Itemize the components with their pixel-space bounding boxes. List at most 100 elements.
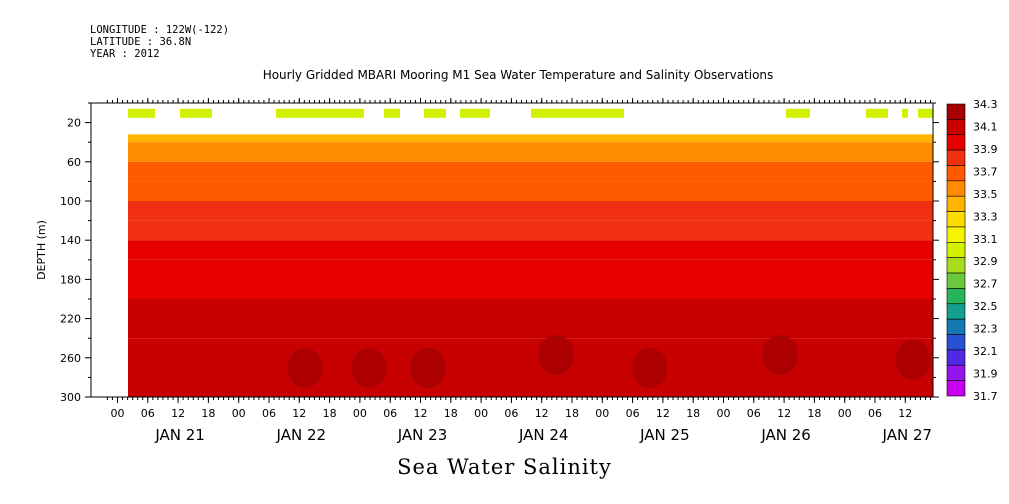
surface-observation-segment (128, 108, 155, 118)
variable-title: Sea Water Salinity (397, 455, 612, 479)
colorbar-label: 32.1 (973, 345, 998, 358)
deep-salinity-core (895, 340, 931, 380)
salinity-band-80m (128, 161, 933, 182)
colorbar-swatch (946, 272, 966, 289)
surface-observation-segment (531, 108, 624, 118)
deep-salinity-core (632, 348, 668, 388)
colorbar-label: 32.5 (973, 300, 998, 313)
colorbar-swatch (946, 119, 966, 136)
axes: 00 06 12 18 00 06 12 18 00 06 12 18 00 06 12 18 00 06 12 18… (60, 98, 939, 444)
x-tick-label: 06 (383, 407, 397, 420)
x-tick-label: 12 (656, 407, 670, 420)
x-tick-label: 00 (595, 407, 609, 420)
colorbar-swatch (946, 364, 966, 381)
x-tick-label: 12 (535, 407, 549, 420)
surface-observation-segment (424, 108, 446, 118)
colorbar-label: 33.7 (973, 165, 998, 178)
salinity-band-40m (128, 134, 933, 143)
x-tick-label: 00 (474, 407, 488, 420)
surface-observation-segment (786, 108, 810, 118)
y-tick-label: 300 (60, 391, 81, 404)
y-tick-label: 180 (60, 273, 81, 286)
x-tick-label: 00 (838, 407, 852, 420)
x-tick-label: 06 (141, 407, 155, 420)
header-metadata: LONGITUDE : 122W(-122) LATITUDE : 36.8N … (90, 24, 229, 60)
x-tick-label: 06 (868, 407, 882, 420)
surface-observation-segment (918, 108, 933, 118)
colorbar-label: 31.9 (973, 368, 998, 381)
plot-border (90, 102, 934, 398)
salinity-band-120m (128, 201, 933, 221)
y-tick-label: 100 (60, 195, 81, 208)
y-tick-label: 220 (60, 313, 81, 326)
x-tick-label: 18 (201, 407, 215, 420)
surface-observation-segment (460, 108, 490, 118)
x-day-label: JAN 25 (639, 426, 690, 444)
year-label: YEAR : 2012 (90, 48, 160, 60)
salinity-band-140m (128, 220, 933, 241)
x-tick-label: 06 (262, 407, 276, 420)
colorbar-label: 32.3 (973, 323, 998, 336)
x-tick-label: 00 (717, 407, 731, 420)
x-tick-label: 12 (292, 407, 306, 420)
salinity-band-240m (128, 299, 933, 339)
colorbar-label: 32.7 (973, 278, 998, 291)
x-tick-label: 06 (626, 407, 640, 420)
x-day-label: JAN 27 (882, 426, 933, 444)
y-tick-label: 20 (67, 117, 81, 130)
x-tick-label: 18 (323, 407, 337, 420)
salinity-band-300m (128, 338, 933, 397)
x-day-label: JAN 22 (276, 426, 327, 444)
x-tick-label: 18 (444, 407, 458, 420)
surface-observation-segment (180, 108, 212, 118)
colorbar-swatch (946, 303, 966, 320)
x-day-label: JAN 26 (760, 426, 811, 444)
x-tick-label: 12 (414, 407, 428, 420)
deep-salinity-core (410, 348, 446, 388)
colorbar-swatch (946, 195, 966, 212)
colorbar-label: 31.7 (973, 390, 998, 403)
colorbar-swatch (946, 334, 966, 351)
x-day-label: JAN 23 (397, 426, 448, 444)
colorbar-swatch (946, 257, 966, 274)
colorbar-swatch (946, 149, 966, 166)
x-tick-label: 06 (747, 407, 761, 420)
surface-observation-segment (384, 108, 400, 118)
plot-area (90, 102, 934, 398)
latitude-label: LATITUDE : 36.8N (90, 36, 192, 48)
x-tick-label: 00 (353, 407, 367, 420)
x-day-label: JAN 21 (154, 426, 205, 444)
y-tick-label: 60 (67, 156, 81, 169)
colorbar-label: 33.3 (973, 210, 998, 223)
deep-salinity-core (351, 348, 387, 388)
surface-observation-segment (902, 108, 908, 118)
salinity-band-100m (128, 181, 933, 201)
colorbar-swatch (946, 165, 966, 182)
x-tick-label: 18 (565, 407, 579, 420)
deep-salinity-core (762, 335, 798, 375)
colorbar-swatch (946, 318, 966, 335)
y-tick-label: 140 (60, 234, 81, 247)
x-day-label: JAN 24 (518, 426, 569, 444)
surface-observation-segment (866, 108, 888, 118)
salinity-band-200m (128, 259, 933, 299)
colorbar-label: 32.9 (973, 255, 998, 268)
x-tick-label: 12 (777, 407, 791, 420)
x-tick-label: 06 (504, 407, 518, 420)
colorbar: 34.3 34.1 33.9 33.7 33.5 33.3 33.1 32.9 32.7 32.5… (946, 98, 998, 403)
salinity-band-160m (128, 240, 933, 260)
colorbar-swatch (946, 180, 966, 197)
deep-salinity-core (287, 348, 323, 388)
x-tick-label: 18 (686, 407, 700, 420)
colorbar-swatch (946, 134, 966, 151)
colorbar-swatch (946, 242, 966, 258)
colorbar-swatch (946, 211, 966, 228)
x-tick-label: 12 (171, 407, 185, 420)
colorbar-swatch (946, 103, 966, 120)
chart-title: Hourly Gridded MBARI Mooring M1 Sea Wate… (262, 68, 774, 82)
colorbar-label: 33.5 (973, 188, 998, 201)
colorbar-swatch (946, 288, 966, 305)
x-tick-label: 12 (898, 407, 912, 420)
y-axis-label: DEPTH (m) (35, 220, 48, 280)
